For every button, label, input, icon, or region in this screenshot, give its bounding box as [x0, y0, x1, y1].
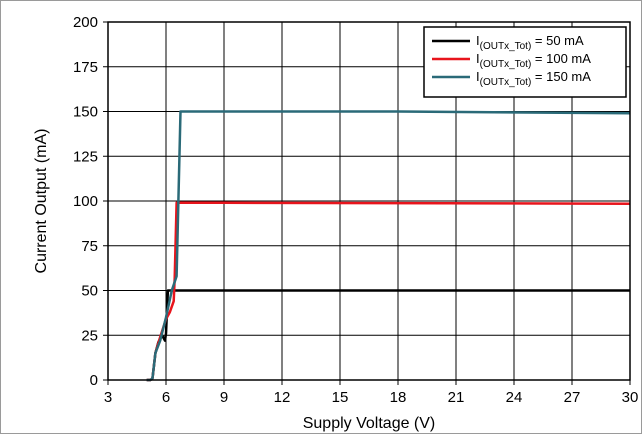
- y-tick-label: 200: [73, 14, 98, 31]
- y-tick-label: 0: [90, 372, 98, 389]
- y-tick-label: 100: [73, 193, 98, 210]
- x-tick-label: 12: [274, 389, 291, 406]
- x-tick-label: 6: [162, 389, 170, 406]
- y-tick-label: 125: [73, 148, 98, 165]
- x-tick-label: 18: [390, 389, 407, 406]
- x-tick-label: 30: [622, 389, 639, 406]
- x-tick-label: 9: [220, 389, 228, 406]
- x-tick-label: 21: [448, 389, 465, 406]
- x-tick-label: 24: [506, 389, 523, 406]
- y-axis-label: Current Output (mA): [33, 129, 50, 274]
- y-tick-label: 25: [81, 327, 98, 344]
- x-axis-label: Supply Voltage (V): [303, 415, 436, 432]
- y-tick-label: 175: [73, 59, 98, 76]
- y-tick-label: 150: [73, 104, 98, 121]
- y-tick-label: 50: [81, 283, 98, 300]
- x-tick-label: 27: [564, 389, 581, 406]
- x-tick-label: 15: [332, 389, 349, 406]
- x-tick-label: 3: [104, 389, 112, 406]
- legend: I(OUTx_Tot) = 50 mAI(OUTx_Tot) = 100 mAI…: [424, 27, 626, 97]
- y-tick-label: 75: [81, 238, 98, 255]
